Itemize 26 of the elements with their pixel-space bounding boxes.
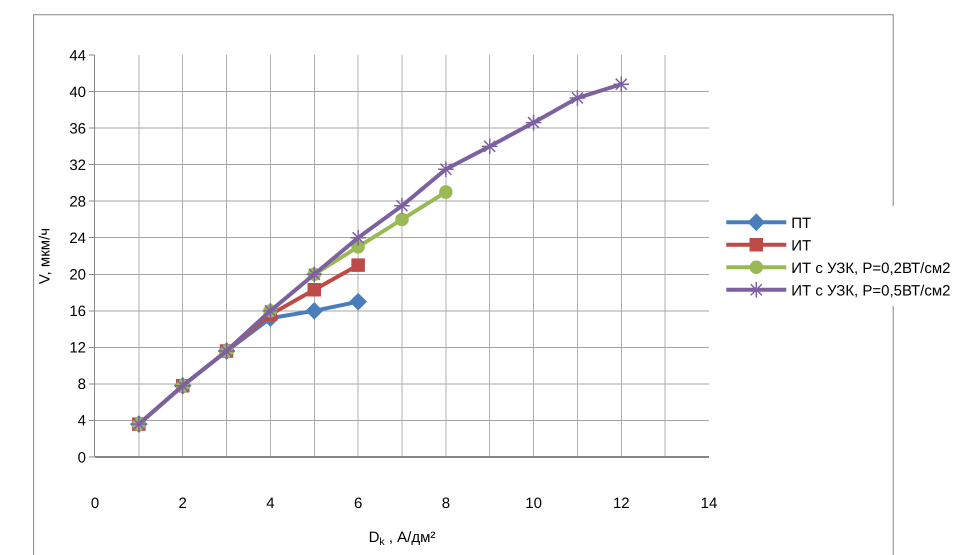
legend-label: ИТ с УЗК, Р=0,2ВТ/см2	[791, 260, 950, 278]
y-tick-label: 28	[69, 193, 86, 210]
y-tick-label: 4	[78, 412, 86, 430]
x-tick-label: 14	[700, 495, 718, 512]
x-tick-label: 0	[90, 495, 100, 512]
y-tick-label: 24	[69, 230, 86, 247]
x-tick-label: 4	[266, 495, 275, 512]
legend-label: ИТ	[791, 238, 812, 255]
x-tick-label: 8	[442, 495, 450, 512]
y-tick-label: 40	[69, 84, 86, 101]
x-tick-label: 10	[525, 495, 542, 512]
x-tick-label: 2	[178, 495, 187, 512]
x-tick-label: 6	[354, 495, 362, 512]
x-axis-title: D$_{k}$ , А/дм²	[368, 529, 436, 548]
y-tick-label: 0	[78, 449, 86, 466]
y-tick-label: 36	[69, 120, 86, 138]
legend-label: ИТ с УЗК, Р=0,5ВТ/см2	[791, 282, 950, 300]
legend-label: ПТ	[791, 215, 812, 232]
y-tick-label: 16	[69, 303, 86, 320]
y-tick-label: 32	[69, 156, 86, 174]
y-tick-label: 8	[78, 376, 86, 394]
x-tick-label: 12	[612, 495, 630, 512]
y-tick-label: 20	[69, 266, 86, 284]
y-tick-label: 12	[69, 340, 86, 357]
y-tick-label: 44	[69, 47, 86, 64]
y-axis-title: V, мкм/ч	[36, 228, 54, 284]
